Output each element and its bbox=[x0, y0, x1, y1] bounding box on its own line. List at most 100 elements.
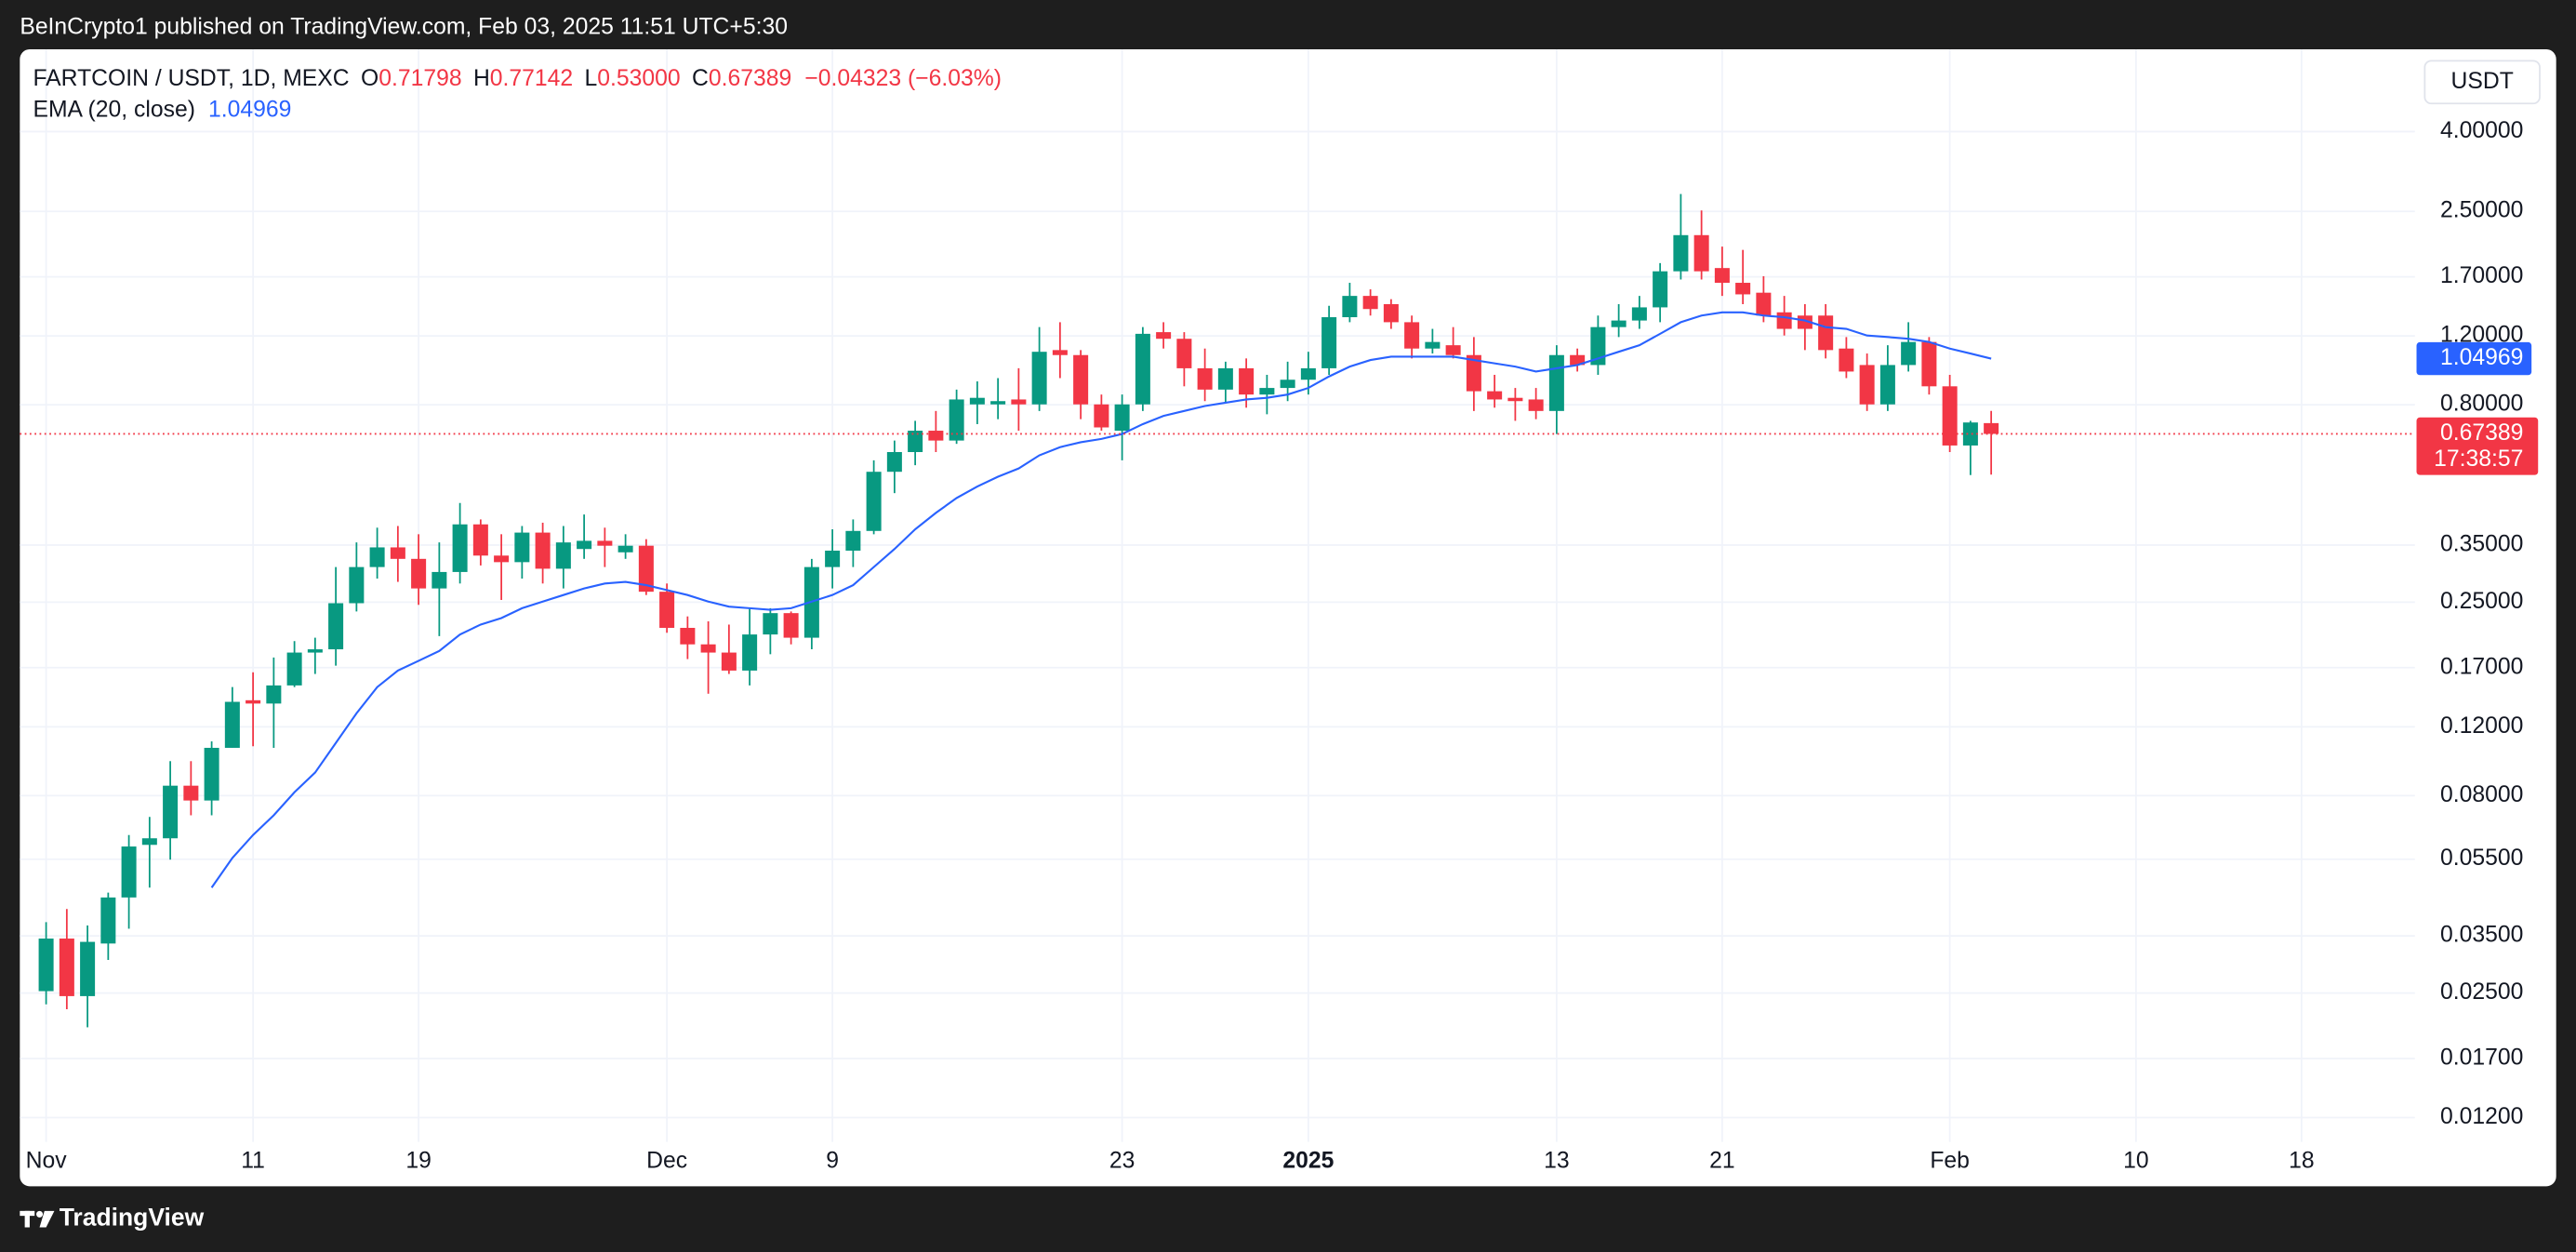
candle-body bbox=[1507, 397, 1523, 402]
candle-body bbox=[908, 431, 923, 453]
price-axis: 4.000002.500001.700001.200000.800000.350… bbox=[26, 118, 2539, 1173]
candle-body bbox=[1404, 322, 1420, 349]
x-tick-label: Feb bbox=[1930, 1148, 1970, 1173]
candle-body bbox=[969, 397, 985, 405]
ohlc-key: C bbox=[692, 65, 709, 90]
candle-body bbox=[1631, 307, 1647, 321]
candle-body bbox=[535, 532, 551, 569]
ohlc-key: L bbox=[585, 65, 598, 90]
candle-body bbox=[349, 566, 365, 604]
candle-body bbox=[680, 628, 696, 645]
logo-wedge bbox=[39, 1210, 55, 1228]
candle-body bbox=[183, 785, 199, 801]
candle-body bbox=[38, 939, 54, 992]
candle-body bbox=[1756, 292, 1772, 316]
y-tick-label: 0.17000 bbox=[2440, 654, 2523, 679]
ema-value: 1.04969 bbox=[208, 97, 291, 122]
candle-body bbox=[825, 550, 841, 567]
candle-body bbox=[866, 472, 882, 531]
candle-body bbox=[1653, 271, 1668, 308]
y-tick-label: 2.50000 bbox=[2440, 198, 2523, 223]
candle-body bbox=[472, 524, 488, 556]
candle-body bbox=[1362, 296, 1378, 310]
y-tick-label: 4.00000 bbox=[2440, 118, 2523, 143]
candle-body bbox=[1197, 367, 1213, 390]
y-tick-label: 1.70000 bbox=[2440, 263, 2523, 288]
candle-body bbox=[783, 613, 799, 638]
candle-body bbox=[1735, 283, 1751, 295]
candle-body bbox=[1259, 388, 1275, 395]
candle-body bbox=[638, 545, 654, 593]
candle-body bbox=[163, 785, 179, 839]
x-tick-label: 13 bbox=[1544, 1148, 1570, 1173]
candle-body bbox=[224, 701, 240, 748]
x-tick-label: 2025 bbox=[1282, 1148, 1334, 1173]
candle-body bbox=[763, 613, 778, 635]
x-tick-label: Nov bbox=[26, 1148, 68, 1173]
candle-body bbox=[886, 452, 902, 473]
candle-body bbox=[845, 530, 861, 551]
brand-logo bbox=[20, 1210, 55, 1228]
candle-body bbox=[1135, 333, 1150, 405]
candle-body bbox=[1673, 234, 1689, 272]
candle-body bbox=[80, 941, 96, 996]
candle-body bbox=[617, 545, 633, 553]
candle-body bbox=[1714, 268, 1730, 284]
candle-body bbox=[1942, 386, 1958, 446]
candle-body bbox=[577, 540, 592, 550]
candle-body bbox=[1693, 234, 1709, 272]
ohlc-value: 0.67389 bbox=[709, 65, 791, 90]
plot bbox=[20, 193, 2415, 1028]
candle-body bbox=[1611, 320, 1627, 327]
candle-body bbox=[514, 532, 530, 563]
candle-body bbox=[1879, 365, 1895, 405]
candle-body bbox=[1342, 296, 1358, 318]
candle-body bbox=[1901, 341, 1917, 366]
x-tick-label: Dec bbox=[646, 1148, 687, 1173]
x-tick-label: 21 bbox=[1709, 1148, 1735, 1173]
candle-body bbox=[59, 939, 74, 996]
candle-body bbox=[494, 555, 510, 563]
candle-body bbox=[1425, 341, 1441, 349]
publish-note: BeInCrypto1 published on TradingView.com… bbox=[20, 15, 788, 40]
candle-body bbox=[1818, 315, 1834, 351]
currency-label[interactable]: USDT bbox=[2451, 69, 2514, 94]
change: −0.04323 (−6.03%) bbox=[804, 65, 1002, 90]
countdown: 17:38:57 bbox=[2434, 446, 2523, 472]
candle-body bbox=[928, 431, 944, 441]
candle-body bbox=[1176, 339, 1192, 368]
candle-body bbox=[390, 547, 405, 559]
logo-stem bbox=[24, 1210, 30, 1228]
candle-body bbox=[555, 542, 571, 569]
candle-body bbox=[659, 592, 675, 629]
ema-legend: EMA (20, close) 1.04969 bbox=[33, 97, 291, 122]
candle-body bbox=[286, 652, 302, 686]
candle-body bbox=[411, 558, 427, 589]
y-tick-label: 0.02500 bbox=[2440, 979, 2523, 1005]
candle-body bbox=[1383, 303, 1399, 323]
ema-badge bbox=[2416, 341, 2532, 376]
y-tick-label: 0.25000 bbox=[2440, 589, 2523, 614]
candle-body bbox=[307, 649, 323, 653]
x-tick-label: 23 bbox=[1109, 1148, 1135, 1173]
candle-body bbox=[1466, 354, 1481, 392]
candle-body bbox=[949, 399, 964, 441]
candle-body bbox=[721, 652, 737, 671]
candle-body bbox=[1217, 367, 1233, 390]
x-tick-label: 11 bbox=[241, 1148, 265, 1173]
ohlc-key: O bbox=[361, 65, 378, 90]
candle-body bbox=[452, 524, 468, 572]
symbol-legend: FARTCOIN / USDT, 1D, MEXC O0.71798 H0.7714… bbox=[33, 65, 1002, 90]
candle-body bbox=[1031, 352, 1047, 405]
candle-body bbox=[100, 897, 116, 944]
candle-body bbox=[1839, 348, 1854, 372]
brand: TradingView bbox=[60, 1204, 205, 1232]
candle-body bbox=[1114, 404, 1130, 432]
candle-body bbox=[1156, 332, 1172, 340]
candle-body bbox=[1011, 399, 1027, 405]
y-tick-label: 0.01700 bbox=[2440, 1046, 2523, 1071]
y-tick-label: 0.05500 bbox=[2440, 846, 2523, 871]
currency-button[interactable] bbox=[2423, 60, 2541, 105]
candle-body bbox=[204, 747, 219, 801]
candle-body bbox=[1797, 315, 1812, 329]
